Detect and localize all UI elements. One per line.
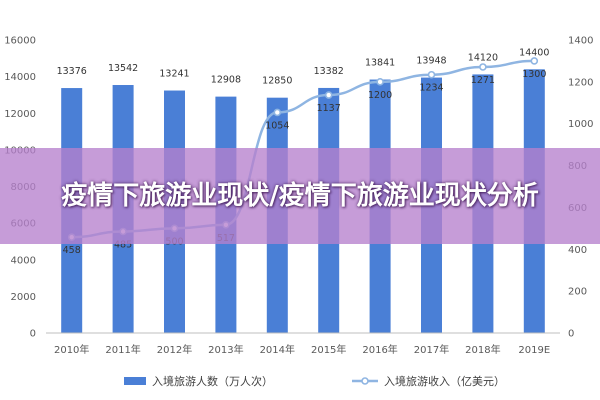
line-value-label: 485 [114,239,132,250]
left-tick-label: 4000 [11,255,36,266]
right-tick-label: 0 [568,329,574,340]
right-tick-label: 1400 [568,36,593,47]
line-value-label: 458 [63,245,81,256]
bar-data-labels: 13376 13542 13241 12908 12850 13382 13841 13948… [57,47,550,86]
right-tick-label: 400 [568,245,587,256]
bar-value-label: 13376 [57,66,87,77]
bar-value-label: 14120 [468,52,498,63]
left-tick-label: 2000 [11,292,36,303]
bar-value-label: 13948 [416,56,446,67]
x-tick-label: 2010年 [54,343,89,356]
line-point [479,63,487,71]
line-value-label: 1054 [265,120,289,131]
x-tick-label: 2014年 [260,343,295,356]
line-value-label: 1200 [368,90,392,101]
bar-value-label: 13841 [365,58,395,69]
bar-value-label: 12908 [211,75,241,86]
left-tick-label: 14000 [4,72,36,83]
bar-value-label: 13542 [108,63,138,74]
x-tick-label: 2013年 [208,343,243,356]
x-axis: 2010年 2011年 2012年 2013年 2014年 2015年 2016年 2017年… [46,332,560,356]
legend-bar-swatch [124,377,146,385]
line-point [530,57,539,65]
left-tick-label: 12000 [4,109,36,120]
x-tick-label: 2011年 [105,343,140,356]
x-tick-label: 2018年 [465,343,500,356]
line-point [273,108,282,117]
line-point [427,70,436,79]
right-tick-label: 1200 [568,77,593,88]
legend-line-label: 入境旅游收入（亿美元） [384,374,505,388]
legend-bar-label: 入境旅游人数（万人次） [152,374,273,388]
left-tick-label: 16000 [4,36,36,47]
legend-line-marker [361,377,369,385]
right-tick-label: 200 [568,287,587,298]
right-tick-label: 1000 [568,119,593,130]
line-value-label: 1234 [419,83,443,94]
bar-value-label: 14400 [519,47,549,58]
line-point [376,78,384,86]
x-tick-label: 2017年 [414,343,449,356]
title-banner: 疫情下旅游业现状/疫情下旅游业现状分析 [0,148,600,244]
banner-title: 疫情下旅游业现状/疫情下旅游业现状分析 [61,181,539,211]
left-tick-label: 0 [30,329,36,340]
x-tick-label: 2012年 [157,343,192,356]
x-tick-label: 2019E [518,345,550,356]
bar-value-label: 12850 [262,76,292,87]
line-point [324,91,333,99]
bar-value-label: 13382 [314,66,344,77]
bar-value-label: 13241 [159,69,189,80]
legend: 入境旅游人数（万人次） 入境旅游收入（亿美元） [124,374,505,388]
line-value-label: 1137 [317,103,341,114]
line-value-label: 1271 [471,75,495,86]
line-value-label: 1300 [522,69,546,80]
x-tick-label: 2015年 [311,343,346,356]
x-tick-label: 2016年 [362,343,397,356]
